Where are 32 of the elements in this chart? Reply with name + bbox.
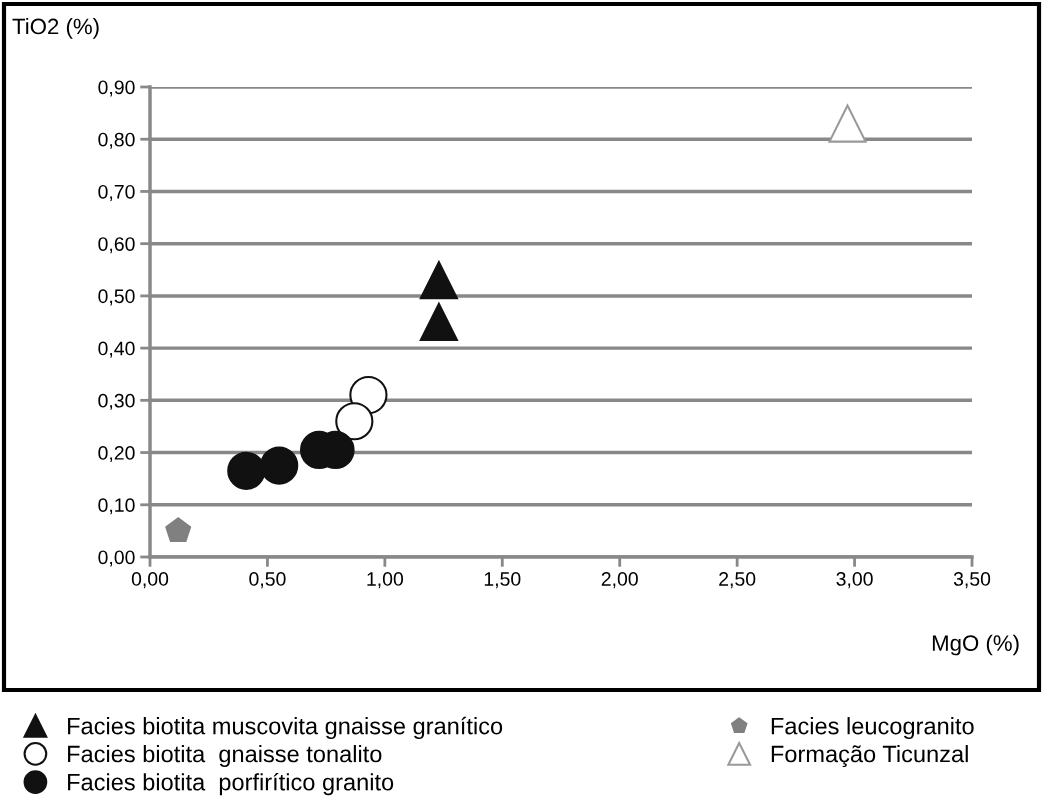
y-tick-label: 0,10: [98, 498, 135, 515]
point: [227, 451, 266, 490]
point: [165, 517, 192, 543]
y-tick-label: 0,90: [98, 80, 135, 97]
legend-label: Facies leucogranito: [771, 717, 974, 740]
x-tick-label: 1,00: [367, 572, 404, 589]
y-tick-label: 0,50: [98, 289, 135, 306]
point: [260, 446, 299, 485]
legend-label: Facies biotita porfirítico granito: [68, 772, 394, 796]
x-tick-label: 3,00: [836, 572, 873, 589]
legend-label: Facies biotita muscovita gnaisse granítico: [68, 716, 503, 740]
x-tick-label: 3,50: [953, 572, 991, 589]
x-tick-label: 0,50: [249, 572, 286, 589]
legend-label: Facies biotita gnaisse tonalito: [68, 744, 382, 768]
y-tick-label: 0,40: [98, 341, 135, 358]
y-tick-label: 0,00: [98, 550, 135, 567]
point: [828, 104, 867, 143]
x-axis-title: MgO (%): [932, 634, 1019, 656]
x-tick-label: 2,00: [601, 572, 638, 589]
y-tick-label: 0,80: [98, 132, 135, 149]
point: [419, 261, 458, 300]
y-tick-label: 0,60: [98, 237, 135, 254]
legend-label: Formação Ticunzal: [771, 744, 968, 768]
x-tick-label: 1,50: [484, 572, 521, 589]
point: [419, 302, 458, 342]
x-tick-label: 2,50: [719, 572, 756, 589]
point: [335, 402, 374, 441]
y-tick-label: 0,30: [98, 393, 135, 410]
y-tick-label: 0,20: [98, 446, 135, 463]
y-axis-title: TiO2 (%): [12, 18, 99, 39]
x-tick-label: 0,00: [131, 572, 169, 589]
y-tick-label: 0,70: [98, 184, 135, 201]
